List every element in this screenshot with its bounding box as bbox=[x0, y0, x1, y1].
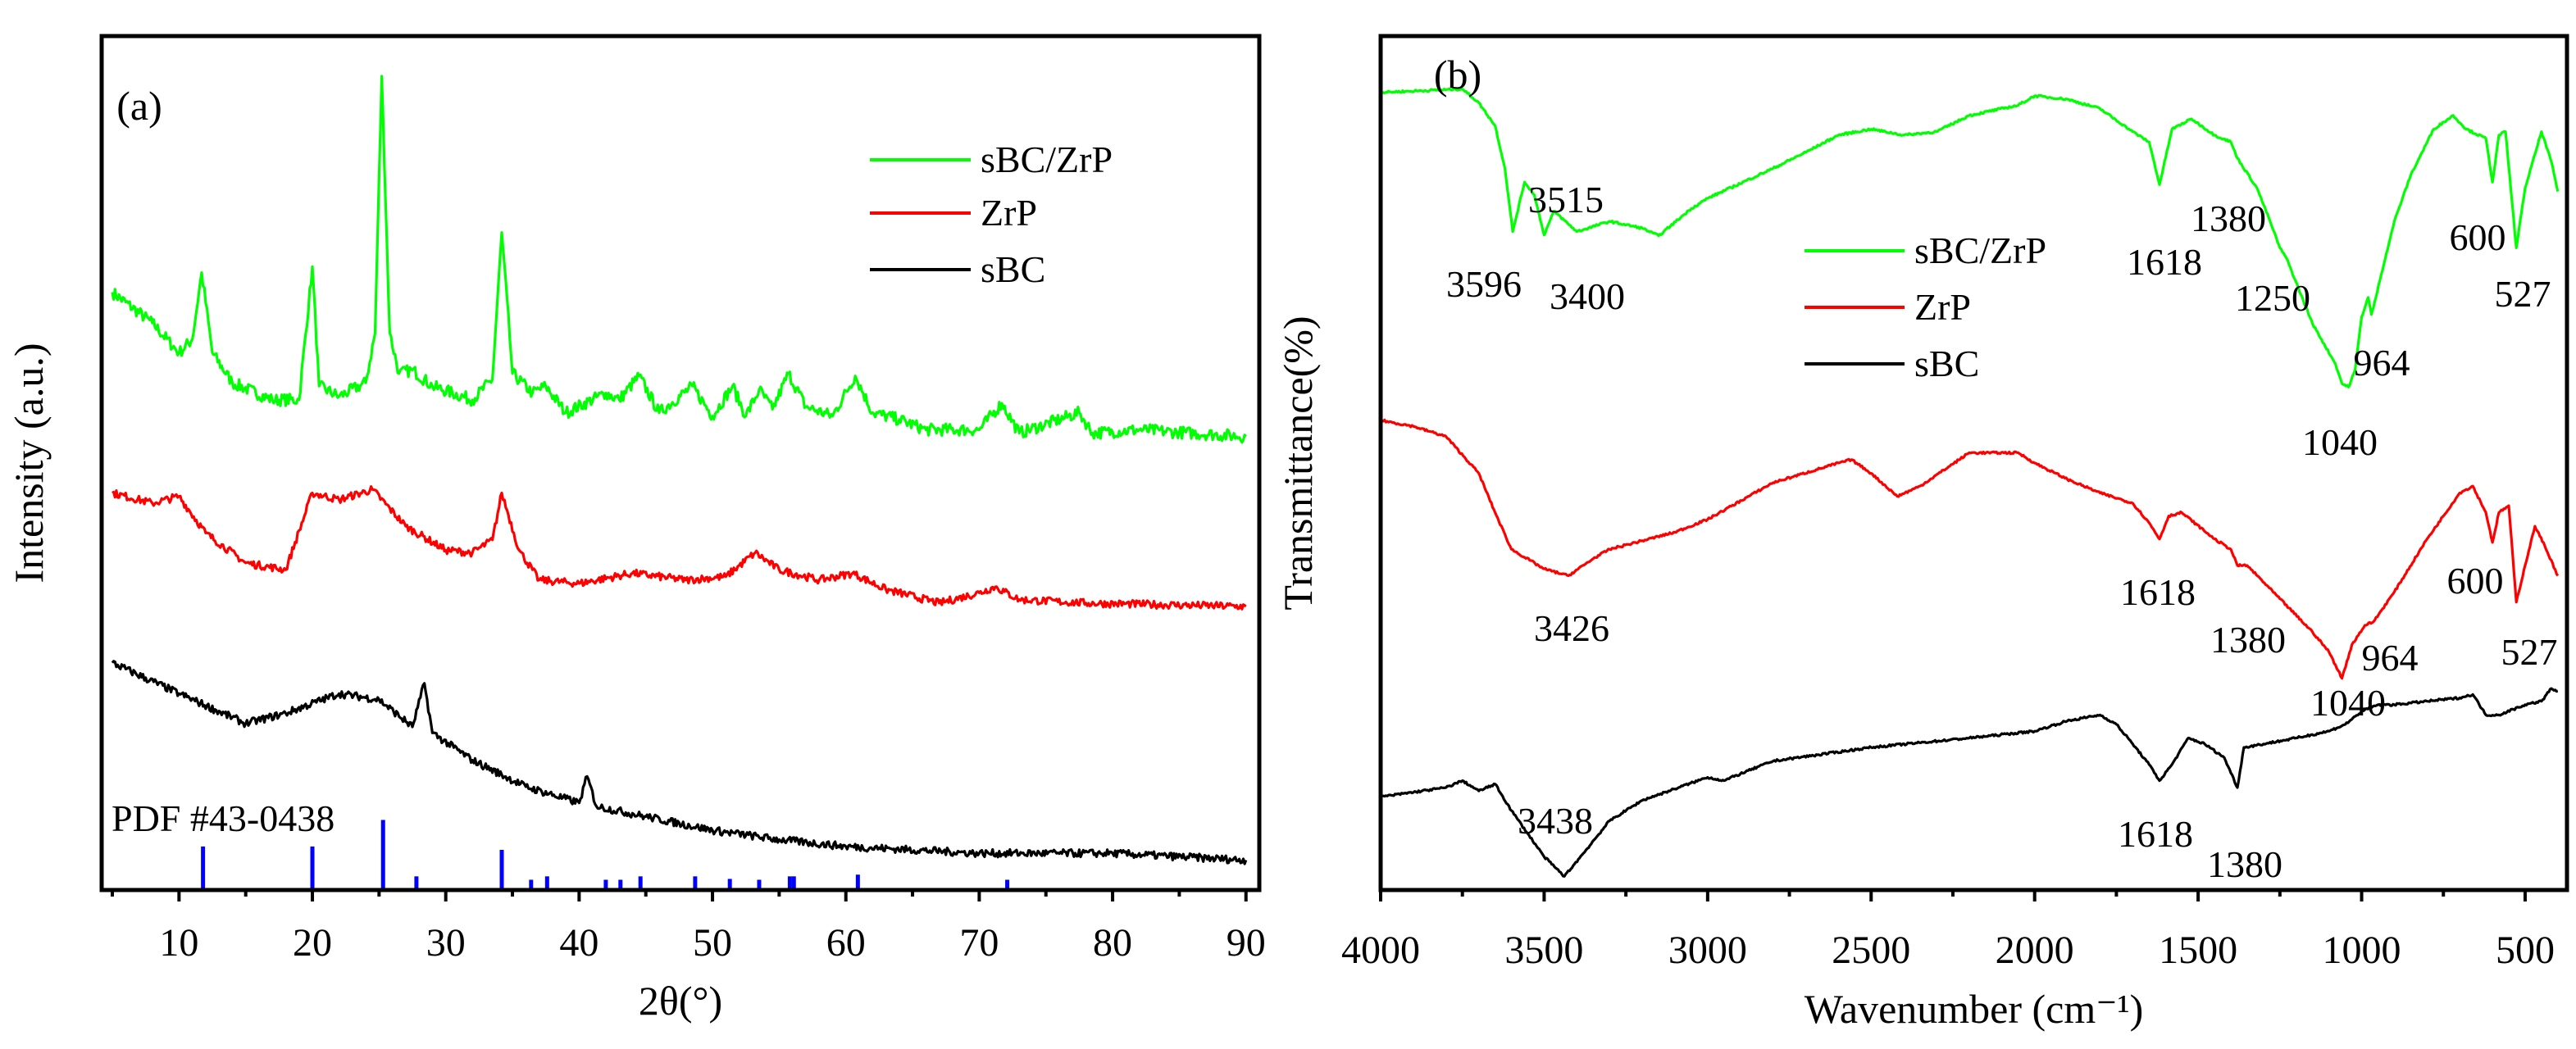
peak-annotation: 1250 bbox=[2235, 277, 2310, 319]
x-tick-label: 4000 bbox=[1341, 929, 1420, 972]
legend-label: sBC/ZrP bbox=[981, 139, 1113, 180]
x-tick-label: 40 bbox=[559, 921, 598, 965]
x-axis-label: Wavenumber (cm⁻¹) bbox=[1805, 986, 2144, 1032]
series-line-zrp bbox=[1380, 418, 2560, 680]
peak-annotation: 1618 bbox=[2120, 571, 2196, 613]
legend-label: sBC bbox=[1914, 343, 1979, 384]
series-line-zrp bbox=[112, 485, 1247, 611]
legend-label: sBC/ZrP bbox=[1914, 229, 2046, 271]
x-tick-label: 60 bbox=[826, 921, 866, 965]
peak-annotation: 3400 bbox=[1550, 275, 1625, 317]
peak-annotation: 3438 bbox=[1518, 800, 1593, 842]
x-tick-label: 500 bbox=[2496, 929, 2555, 972]
plot-frame bbox=[99, 34, 1262, 892]
legend-label: ZrP bbox=[981, 192, 1037, 234]
peak-annotation: 1380 bbox=[2210, 619, 2286, 661]
y-axis-label: Transmittance(%) bbox=[1275, 316, 1321, 610]
peak-annotation: 964 bbox=[2362, 637, 2419, 679]
x-tick-label: 3000 bbox=[1668, 929, 1747, 972]
legend-label: ZrP bbox=[1914, 286, 1971, 328]
peak-annotation: 3426 bbox=[1534, 607, 1609, 649]
peak-annotation: 1040 bbox=[2302, 421, 2378, 463]
peak-annotation: 600 bbox=[2450, 216, 2506, 258]
peak-annotation: 3515 bbox=[1528, 179, 1604, 220]
x-tick-label: 30 bbox=[426, 921, 466, 965]
x-tick-label: 1500 bbox=[2159, 929, 2237, 972]
panel-label: (b) bbox=[1434, 52, 1481, 98]
x-tick-label: 70 bbox=[959, 921, 999, 965]
peak-annotation: 527 bbox=[2495, 273, 2551, 315]
x-tick-label: 20 bbox=[293, 921, 332, 965]
reference-label: PDF #43-0438 bbox=[112, 797, 335, 839]
peak-annotation: 1040 bbox=[2310, 682, 2386, 724]
panel-a-xrd-chart: sBC/ZrP ZrP sBC PDF #43-0438 10 20 30 40 50 60 70 8… bbox=[6, 34, 1266, 1024]
y-axis-label: Intensity (a.u.) bbox=[6, 343, 52, 584]
peak-annotation: 3596 bbox=[1446, 263, 1522, 305]
peak-annotation: 1380 bbox=[2191, 198, 2266, 239]
peak-annotation: 964 bbox=[2354, 342, 2410, 384]
x-tick-label: 1000 bbox=[2323, 929, 2401, 972]
peak-annotation: 600 bbox=[2447, 560, 2504, 602]
peak-annotation: 1618 bbox=[2127, 241, 2202, 283]
x-tick-label: 10 bbox=[159, 921, 198, 965]
legend-label: sBC bbox=[981, 248, 1045, 290]
x-tick-label: 90 bbox=[1227, 921, 1266, 965]
peak-annotation: 1380 bbox=[2207, 843, 2282, 885]
series-line-sbc bbox=[111, 660, 1248, 865]
plot-frame bbox=[1378, 34, 2569, 892]
series-line-sbc-zrp bbox=[111, 75, 1247, 444]
peak-annotation: 527 bbox=[2501, 631, 2558, 673]
series-line-sbc bbox=[1379, 687, 2559, 878]
x-tick-label: 50 bbox=[693, 921, 732, 965]
peak-annotation: 1618 bbox=[2118, 813, 2193, 855]
panel-label: (a) bbox=[116, 83, 162, 129]
x-axis-label: 2θ(°) bbox=[639, 978, 722, 1024]
x-tick-label: 3500 bbox=[1504, 929, 1583, 972]
x-tick-label: 2000 bbox=[1996, 929, 2074, 972]
x-tick-label: 2500 bbox=[1832, 929, 1910, 972]
x-tick-label: 80 bbox=[1093, 921, 1132, 965]
series-line-sbc-zrp bbox=[1380, 87, 2560, 388]
